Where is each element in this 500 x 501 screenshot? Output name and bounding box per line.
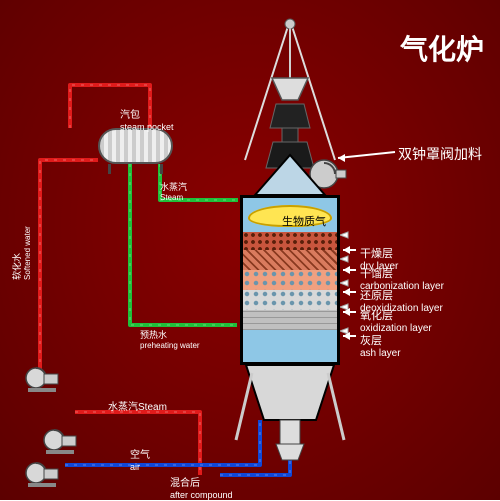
label-double-bell: 双钟罩阀加料	[398, 146, 482, 163]
ash-discharge	[280, 420, 300, 444]
label-air: 空气air	[130, 450, 150, 473]
layer-carb	[243, 250, 337, 270]
label-ash-layer: 灰层ash layer	[360, 335, 401, 360]
label-preheat-water: 预热水preheating water	[140, 330, 200, 350]
pump-mid	[44, 430, 76, 454]
pump-top	[26, 368, 58, 392]
label-steam-1: 水蒸汽Steam	[160, 182, 187, 202]
ash-hopper	[246, 365, 334, 420]
pipe-blue-air	[65, 420, 260, 465]
upper-bell-valve	[270, 104, 310, 128]
pipe-red-softened	[40, 160, 98, 380]
pump-bottom	[26, 463, 58, 487]
feed-funnel	[272, 78, 308, 100]
diagram-title: 气化炉	[400, 28, 484, 68]
label-oxidization: 氧化层oxidization layer	[360, 310, 432, 335]
label-steam-pocket: 汽包steam pocket	[120, 110, 174, 133]
layer-oxid	[243, 290, 337, 310]
label-softened-water: 软化水Softened water	[12, 226, 32, 280]
label-biogas: 生物质气	[282, 216, 326, 229]
layer-deox	[243, 270, 337, 290]
diagram-canvas: 气化炉汽包steam pocket水蒸汽Steam双钟罩阀加料生物质气干燥层dr…	[0, 0, 500, 500]
label-after-compound: 混合后after compound	[170, 478, 233, 501]
steam-drum	[98, 128, 173, 164]
label-steam-2: 水蒸汽Steam	[108, 402, 167, 414]
layer-ash	[243, 310, 337, 330]
layer-dry	[243, 232, 337, 250]
